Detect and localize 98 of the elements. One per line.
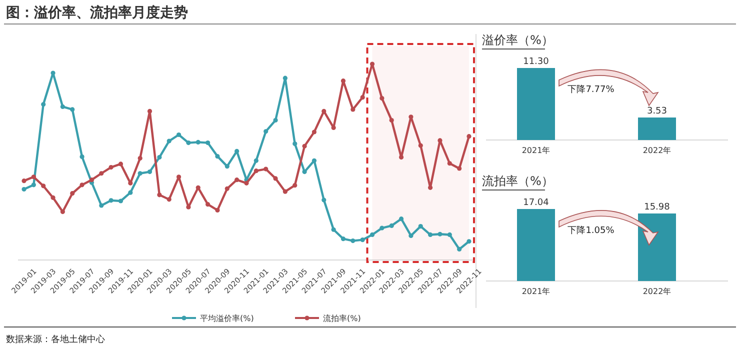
source-note: 数据来源：各地土储中心 [6, 334, 105, 345]
x-tick-label: 2022年 [642, 146, 672, 155]
point [282, 189, 288, 194]
point [312, 158, 317, 163]
point [428, 232, 433, 238]
x-tick-label: 2021年 [522, 287, 550, 296]
point [264, 129, 268, 134]
point [80, 182, 84, 188]
point [22, 178, 26, 184]
point [254, 168, 258, 174]
point [70, 107, 75, 112]
x-tick-label: 2021年 [522, 146, 550, 155]
point [244, 180, 249, 186]
point [360, 95, 365, 100]
point [264, 166, 268, 172]
data-label: 17.04 [523, 198, 550, 208]
annotation: 下降1.05% [568, 225, 615, 236]
point [224, 164, 230, 169]
point [350, 107, 356, 112]
point [31, 182, 36, 188]
point [147, 108, 152, 114]
point [466, 239, 472, 244]
point [157, 154, 162, 160]
point [234, 178, 240, 182]
point [118, 198, 124, 204]
point [340, 236, 346, 242]
point [340, 78, 346, 84]
point [331, 227, 336, 232]
point [206, 202, 210, 207]
point [70, 191, 75, 196]
point [418, 224, 423, 229]
point [389, 118, 394, 123]
point [138, 156, 142, 161]
point [360, 238, 365, 242]
point [50, 195, 56, 200]
point [99, 171, 104, 176]
point [176, 132, 182, 138]
point [408, 233, 414, 238]
x-tick-label: 2022年 [642, 287, 672, 296]
point [457, 246, 462, 252]
point [215, 154, 220, 159]
point [302, 144, 307, 148]
point [157, 192, 162, 198]
point [224, 186, 230, 191]
point [418, 143, 423, 148]
point [99, 203, 104, 208]
point [118, 162, 124, 166]
point [138, 171, 142, 176]
point [282, 76, 288, 80]
data-label: 15.98 [644, 202, 670, 212]
point [466, 134, 472, 139]
point [292, 183, 298, 188]
point [166, 138, 172, 144]
point [215, 208, 220, 213]
point [428, 185, 433, 190]
point [370, 62, 375, 66]
point [80, 154, 84, 160]
chart-title: 流拍率（%） [482, 174, 554, 188]
legend-label: 平均溢价率(%) [200, 314, 254, 323]
point [447, 232, 452, 238]
point [50, 70, 56, 76]
point [302, 170, 307, 174]
point [60, 104, 65, 110]
point [166, 197, 172, 202]
point [89, 178, 94, 182]
point [380, 226, 384, 230]
point [147, 170, 152, 174]
point [273, 176, 278, 181]
point [398, 216, 404, 222]
point [22, 186, 26, 192]
point [31, 174, 36, 180]
point [41, 102, 46, 107]
point [196, 140, 200, 145]
point [206, 140, 210, 146]
point [41, 184, 46, 188]
chart-title: 溢价率（%） [482, 33, 554, 47]
legend-label: 流拍率(%) [323, 314, 361, 323]
point [312, 130, 317, 134]
point [322, 198, 326, 202]
point [108, 164, 114, 170]
point [292, 141, 298, 146]
point [350, 238, 356, 244]
point [108, 198, 114, 203]
annotation: 下降7.77% [568, 84, 615, 95]
point [380, 96, 384, 101]
point [273, 118, 278, 123]
point [186, 140, 191, 146]
point [457, 166, 462, 171]
point [389, 223, 394, 228]
point [447, 161, 452, 166]
point [370, 232, 375, 238]
chart-title: 图：溢价率、流拍率月度走势 [6, 4, 188, 21]
data-label: 3.53 [646, 106, 668, 117]
point [438, 232, 442, 236]
point [438, 138, 442, 143]
point [254, 158, 258, 163]
point [128, 190, 133, 195]
data-label: 11.30 [523, 57, 550, 67]
